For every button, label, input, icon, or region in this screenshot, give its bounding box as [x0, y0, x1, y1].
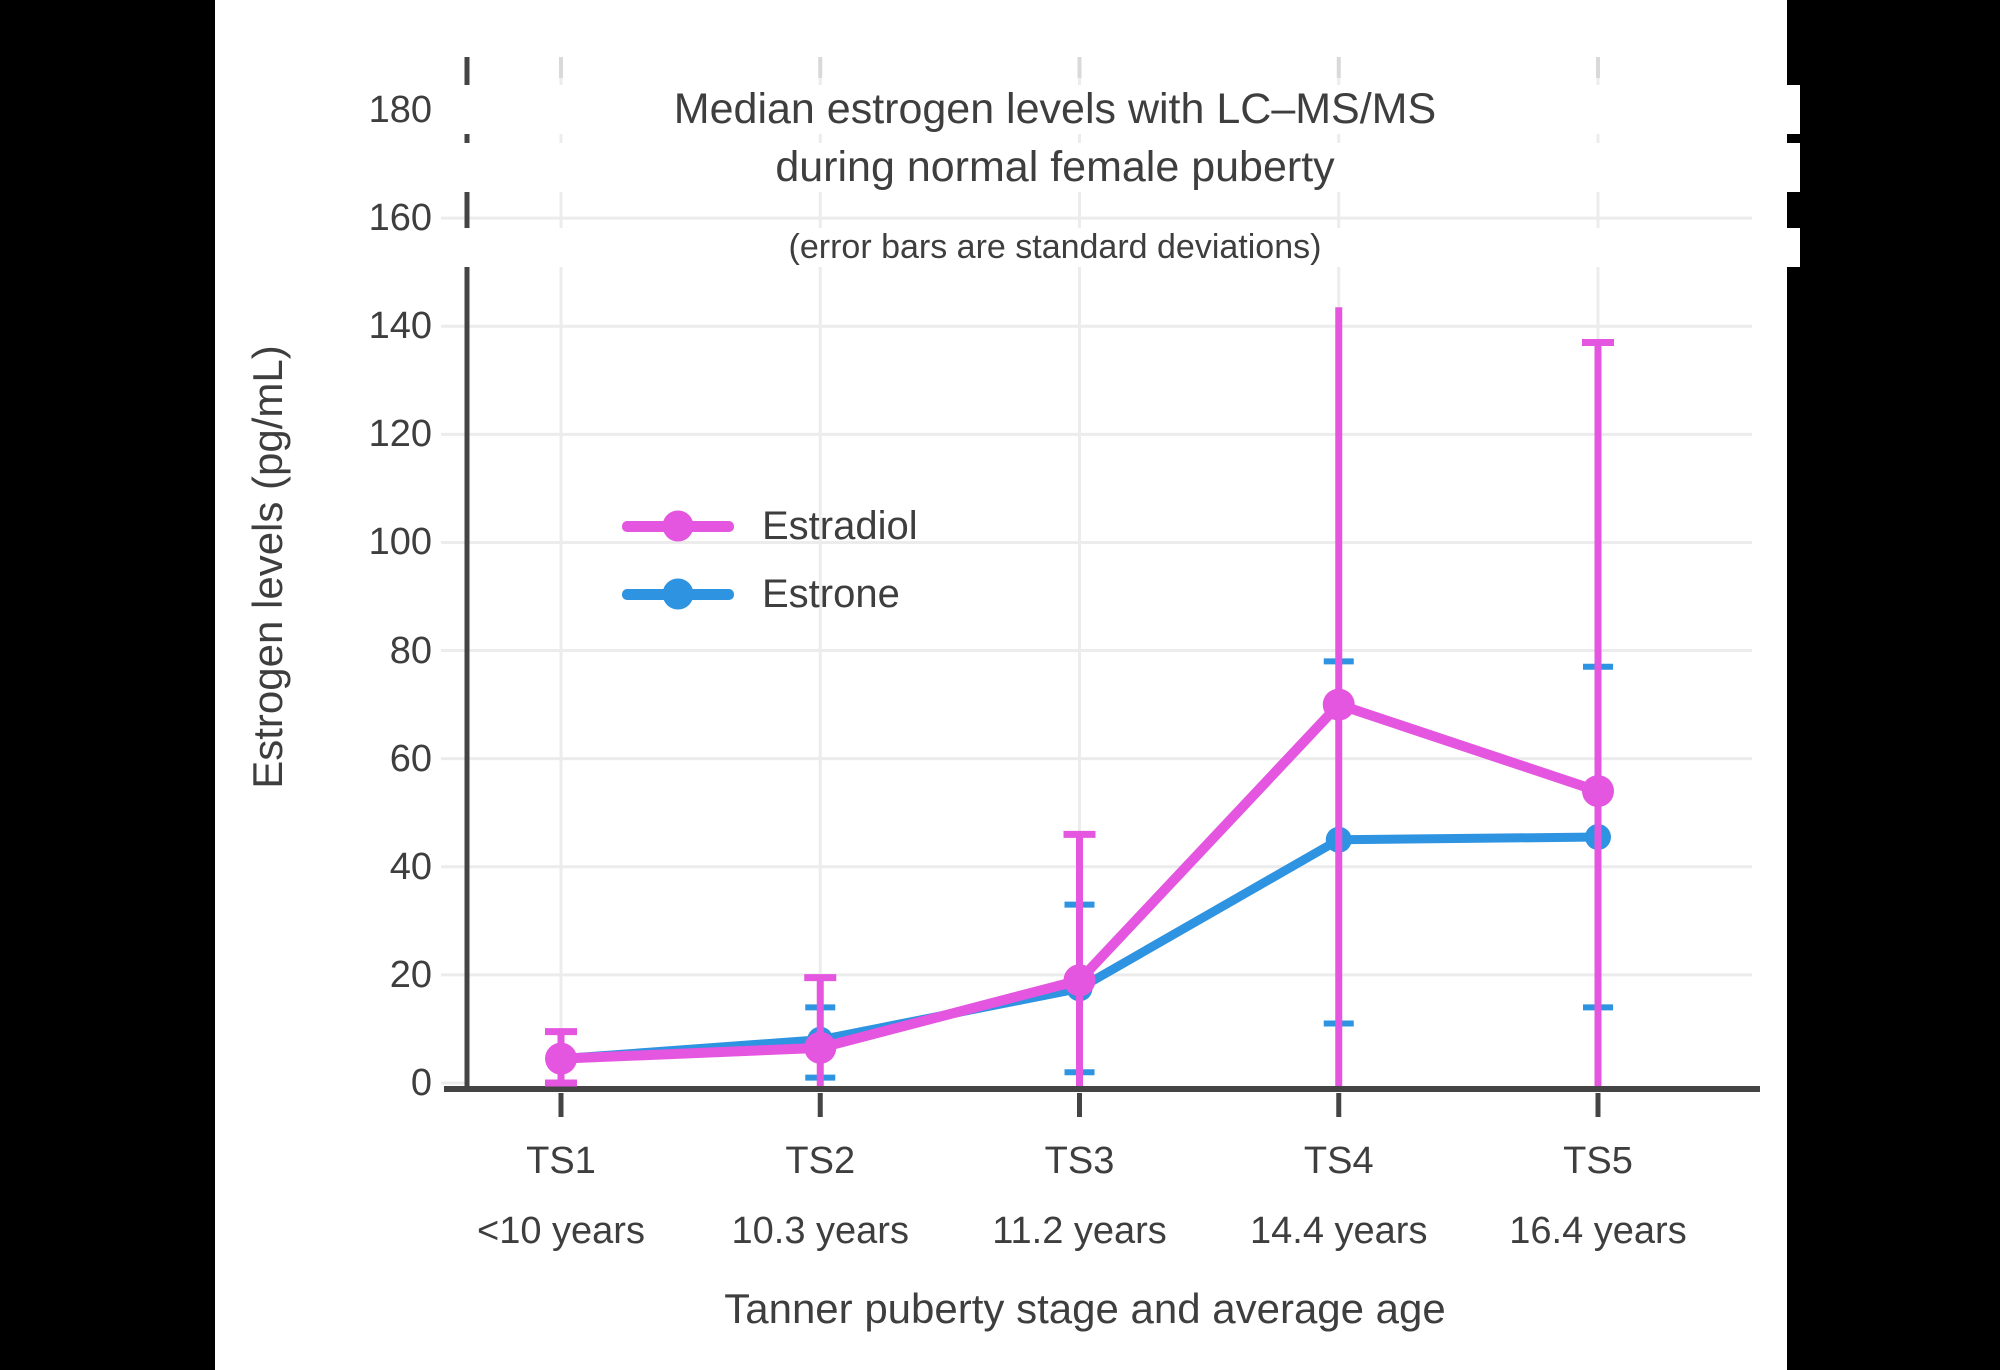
legend: Estradiol Estrone — [622, 492, 918, 628]
x-axis-title: Tanner puberty stage and average age — [724, 1285, 1446, 1332]
x-tick-stage-label: TS3 — [1044, 1140, 1115, 1182]
y-tick-label: 20 — [389, 953, 432, 996]
chart-title-line2: during normal female puberty — [310, 143, 1800, 192]
y-tick-label: 140 — [368, 305, 432, 348]
x-tick-age-label: 14.4 years — [1250, 1210, 1428, 1252]
y-tick-label: 180 — [368, 89, 432, 131]
data-point — [1063, 964, 1096, 997]
x-tick-age-label: <10 years — [477, 1210, 645, 1252]
legend-label-estrone: Estrone — [762, 571, 900, 616]
x-tick-stage-label: TS2 — [785, 1140, 856, 1182]
x-tick-stage-label: TS4 — [1303, 1140, 1374, 1182]
data-point — [545, 1042, 577, 1075]
data-point — [1322, 688, 1355, 721]
x-tick-stage-label: TS5 — [1563, 1140, 1633, 1182]
y-tick-label: 160 — [368, 197, 432, 240]
chart-title-line1: Median estrogen levels with LC–MS/MS — [310, 85, 1800, 134]
legend-label-estradiol: Estradiol — [762, 503, 918, 548]
y-tick-label: 100 — [368, 521, 432, 564]
legend-item-estradiol[interactable]: Estradiol — [622, 492, 918, 560]
data-point — [804, 1031, 837, 1064]
data-point — [1582, 775, 1614, 808]
y-tick-label: 80 — [389, 629, 432, 672]
x-tick-stage-label: TS1 — [526, 1140, 596, 1182]
x-tick-age-label: 10.3 years — [731, 1210, 909, 1252]
legend-item-estrone[interactable]: Estrone — [622, 560, 918, 628]
x-tick-age-label: 11.2 years — [992, 1210, 1167, 1252]
chart-subtitle: (error bars are standard deviations) — [310, 228, 1800, 267]
y-tick-label: 40 — [389, 845, 432, 888]
estradiol-line-marker-icon — [622, 510, 734, 542]
y-tick-label: 0 — [410, 1062, 432, 1104]
y-axis-title: Estrogen levels (pg/mL) — [244, 345, 291, 789]
x-tick-age-label: 16.4 years — [1509, 1210, 1687, 1252]
series-estradiol[interactable] — [545, 307, 1614, 1087]
y-tick-label: 120 — [368, 413, 432, 456]
estrone-line-marker-icon — [622, 578, 734, 610]
y-tick-label: 60 — [389, 737, 432, 780]
